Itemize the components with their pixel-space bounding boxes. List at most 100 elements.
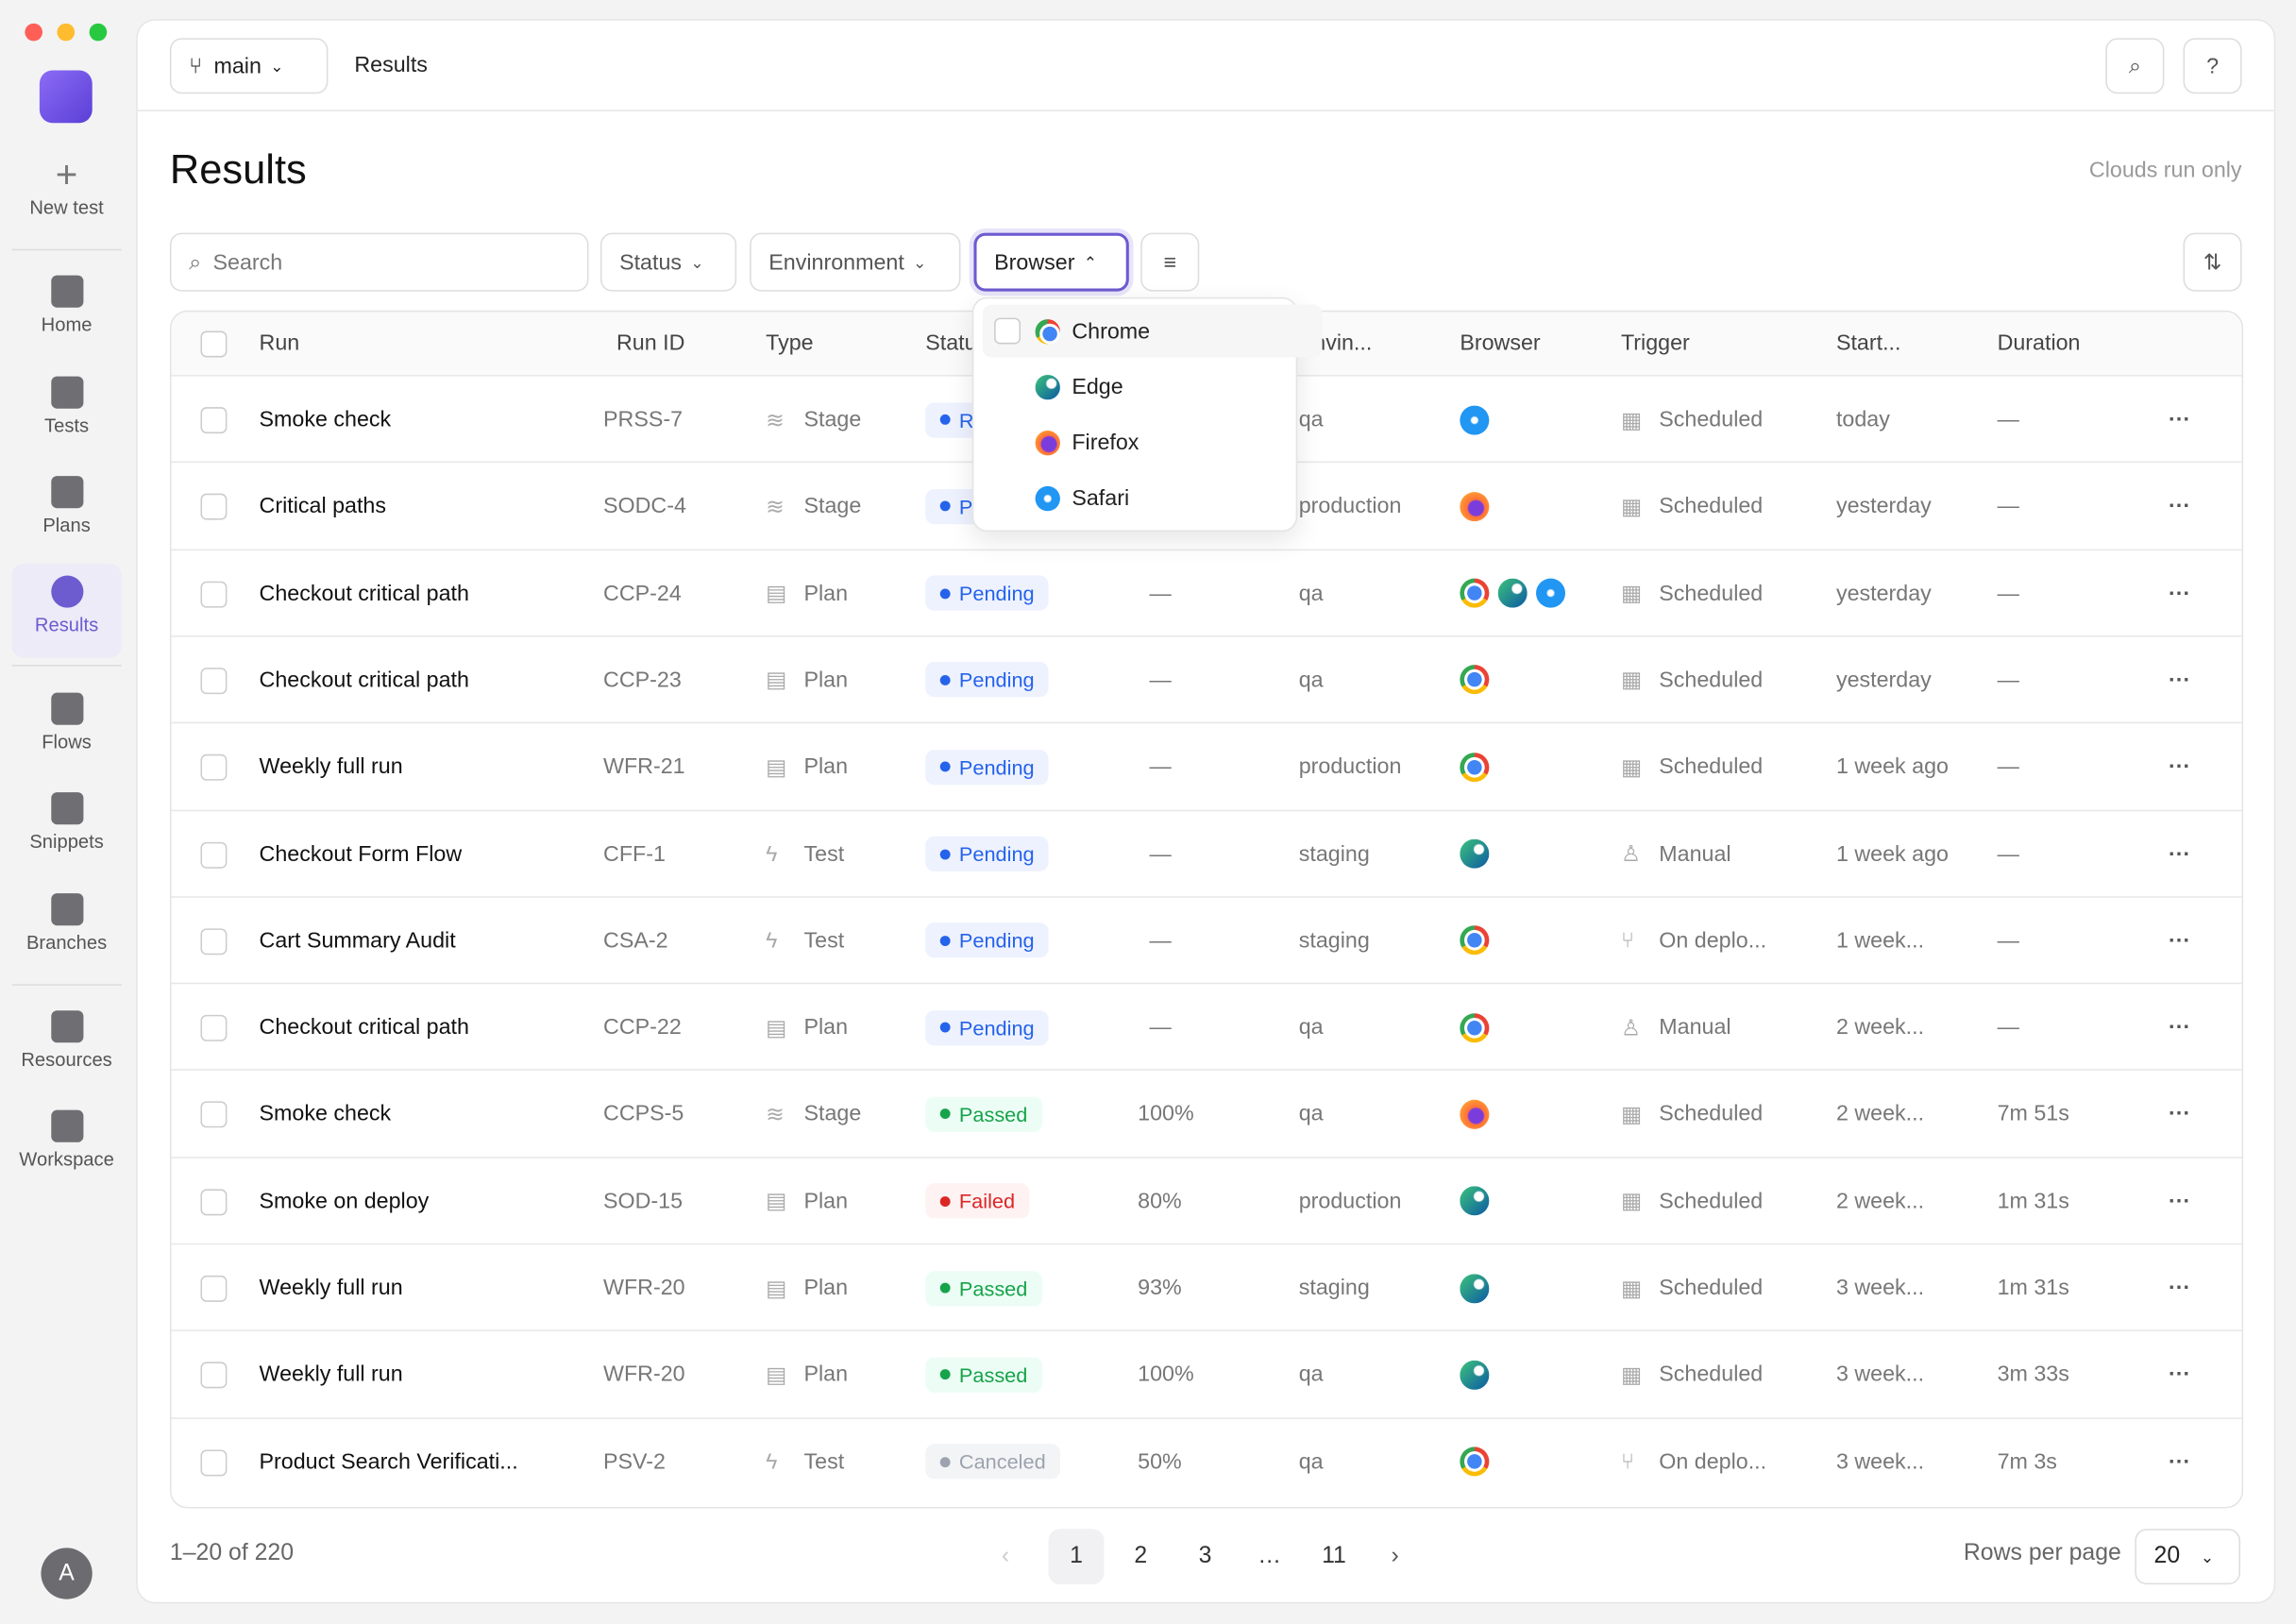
- table-row[interactable]: Product Search Verificati... PSV-2 ϟ Test Ca…: [171, 1416, 2242, 1505]
- browser-icon: Firefox: [1460, 1099, 1490, 1129]
- table-row[interactable]: Cart Summary Audit CSA-2 ϟ Test Pending — stag…: [171, 895, 2242, 984]
- row-menu[interactable]: ···: [2169, 1362, 2191, 1388]
- checkbox[interactable]: [200, 581, 228, 608]
- row-menu[interactable]: ···: [2169, 1275, 2191, 1301]
- nav-item[interactable]: Tests: [11, 364, 121, 458]
- prev[interactable]: ‹: [1001, 1543, 1010, 1569]
- zoom[interactable]: [89, 23, 108, 42]
- table-row[interactable]: Smoke on deploy SOD-15 ▤ Plan Failed 80% produ…: [171, 1156, 2242, 1244]
- table-row[interactable]: Checkout critical path CCP-24 ▤ Plan Pending…: [171, 548, 2242, 636]
- dropdown-option[interactable]: Safari: [983, 471, 1323, 524]
- row-menu[interactable]: ···: [2169, 668, 2191, 693]
- row-menu[interactable]: ···: [2169, 1014, 2191, 1040]
- checkbox[interactable]: [200, 754, 228, 781]
- checkbox[interactable]: [200, 1101, 228, 1128]
- table-row[interactable]: Checkout critical path CCP-22 ▤ Plan Pending…: [171, 982, 2242, 1071]
- dropdown-option[interactable]: Chrome: [982, 304, 1323, 358]
- separator: [11, 248, 122, 251]
- table-row[interactable]: Weekly full run WFR-20 ▤ Plan Passed 93% stagi…: [171, 1243, 2242, 1331]
- table-row[interactable]: Weekly full run WFR-20 ▤ Plan Passed 100% qa Ed…: [171, 1329, 2242, 1418]
- help-button[interactable]: ?: [2183, 38, 2242, 94]
- next[interactable]: ›: [1391, 1543, 1399, 1569]
- more-filters[interactable]: ≡: [1140, 232, 1200, 292]
- page-button[interactable]: 3: [1198, 1543, 1212, 1569]
- table-row[interactable]: Checkout critical path CCP-23 ▤ Plan Pending…: [171, 634, 2242, 724]
- browser-cell: Chrome: [1460, 723, 1490, 810]
- search[interactable]: ⌕ Search: [169, 232, 589, 292]
- table-row[interactable]: Checkout Form Flow CFF-1 ϟ Test Pending — stag…: [171, 808, 2242, 897]
- dropdown-option[interactable]: Firefox: [983, 415, 1323, 468]
- page-button[interactable]: …: [1258, 1543, 1282, 1569]
- rows-select[interactable]: 20 ⌄: [2135, 1529, 2241, 1585]
- table-row[interactable]: Smoke check CCPS-5 ≋ Stage Passed 100% qa Firef…: [171, 1069, 2242, 1158]
- checkbox[interactable]: [200, 407, 228, 434]
- nav-item[interactable]: Snippets: [11, 781, 121, 874]
- avatar[interactable]: A: [41, 1548, 93, 1599]
- row-menu[interactable]: ···: [2169, 581, 2191, 606]
- browser-icon: Chrome: [1460, 925, 1490, 956]
- sort-button[interactable]: ⇅: [2183, 232, 2242, 292]
- status-pill: Passed: [925, 1357, 1042, 1393]
- row-menu[interactable]: ···: [2169, 1448, 2191, 1475]
- browser-filter[interactable]: Browser ⌃: [973, 232, 1129, 292]
- logo[interactable]: [39, 70, 93, 124]
- checkbox[interactable]: [994, 317, 1021, 345]
- type: Stage: [803, 407, 862, 432]
- duration-cell: —: [1998, 637, 2019, 724]
- checkbox[interactable]: [200, 1275, 228, 1302]
- minimize[interactable]: [57, 23, 76, 42]
- results-table: Run Run ID Type Status Envin... Browser Trigge…: [169, 310, 2244, 1509]
- row-menu[interactable]: ···: [2169, 1101, 2191, 1127]
- trigger-icon: ▦: [1620, 494, 1642, 520]
- env-filter[interactable]: Envinronment ⌄: [750, 232, 961, 292]
- row-menu[interactable]: ···: [2169, 494, 2191, 519]
- nav-item[interactable]: Flows: [11, 681, 121, 774]
- checkbox[interactable]: [200, 330, 228, 358]
- nav-item[interactable]: Resources: [11, 999, 121, 1092]
- nav-item[interactable]: Workspace: [11, 1098, 121, 1192]
- checkbox[interactable]: [200, 494, 228, 521]
- nav-item[interactable]: Home: [11, 263, 121, 357]
- row-menu[interactable]: ···: [2169, 1188, 2191, 1214]
- checkbox[interactable]: [200, 1188, 228, 1215]
- nav-item[interactable]: Branches: [11, 882, 121, 975]
- type: Plan: [803, 1362, 849, 1388]
- table-row[interactable]: Weekly full run WFR-21 ▤ Plan Pending — produc…: [171, 721, 2242, 810]
- type: Stage: [803, 1101, 862, 1127]
- status-filter[interactable]: Status ⌄: [599, 232, 737, 292]
- search-button[interactable]: ⌕: [2105, 38, 2165, 94]
- nav-item[interactable]: + New test: [11, 146, 121, 240]
- id-cell: PRSS-7: [603, 377, 683, 464]
- clouds-toggle[interactable]: Clouds run only: [2088, 158, 2242, 183]
- nav-item[interactable]: Plans: [11, 465, 121, 558]
- id-cell: CFF-1: [603, 810, 666, 897]
- checkbox[interactable]: [200, 1362, 228, 1389]
- duration: —: [1997, 928, 2019, 954]
- nav-icon: [50, 376, 83, 409]
- trigger-icon: ▦: [1620, 407, 1642, 433]
- trigger: Scheduled: [1659, 668, 1764, 693]
- checkbox[interactable]: [200, 1014, 228, 1041]
- env-cell: qa: [1299, 637, 1324, 724]
- close[interactable]: [25, 23, 42, 42]
- browser-icon: Chrome: [1460, 578, 1490, 608]
- start-cell: 3 week...: [1836, 1418, 1924, 1505]
- checkbox[interactable]: [200, 668, 228, 695]
- checkbox[interactable]: [200, 928, 228, 955]
- branch-button[interactable]: ⑂ main ⌄: [169, 38, 329, 94]
- row-menu[interactable]: ···: [2169, 928, 2191, 954]
- browser-cell: Chrome: [1460, 984, 1490, 1071]
- row-menu[interactable]: ···: [2169, 754, 2191, 780]
- row-menu[interactable]: ···: [2169, 841, 2191, 867]
- dropdown-option[interactable]: Edge: [983, 361, 1323, 414]
- page-button[interactable]: 11: [1322, 1543, 1346, 1569]
- page-button[interactable]: 2: [1134, 1543, 1148, 1569]
- checkbox[interactable]: [200, 841, 228, 868]
- nav-item[interactable]: Results: [11, 564, 122, 658]
- checkbox[interactable]: [200, 1448, 228, 1476]
- row-menu[interactable]: ···: [2169, 407, 2191, 432]
- page-button[interactable]: 1: [1048, 1529, 1105, 1585]
- browser-icon: Edge: [1460, 838, 1490, 869]
- status: Canceled: [958, 1449, 1046, 1474]
- type-cell: ≋ Stage: [766, 1071, 861, 1158]
